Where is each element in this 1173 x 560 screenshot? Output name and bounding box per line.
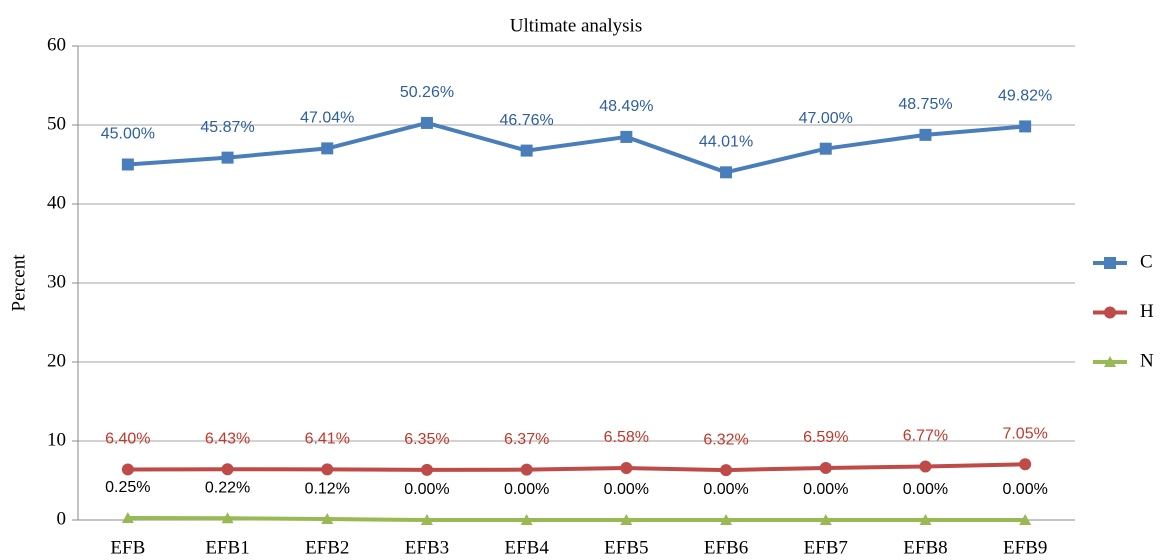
legend-label: C xyxy=(1140,251,1153,272)
y-tick-label: 10 xyxy=(47,429,66,450)
marker xyxy=(121,512,134,524)
series-line xyxy=(127,120,1026,175)
series-line xyxy=(127,516,1026,522)
data-label: 6.35% xyxy=(404,431,449,448)
chart-title: Ultimate analysis xyxy=(510,15,642,36)
data-label: 6.37% xyxy=(504,431,549,448)
data-label: 6.77% xyxy=(903,428,948,445)
data-label: 0.00% xyxy=(504,481,549,498)
x-tick-label: EFB xyxy=(110,537,145,558)
data-label: 46.76% xyxy=(500,112,554,129)
data-label: 47.00% xyxy=(799,110,853,127)
data-label: 0.00% xyxy=(404,481,449,498)
marker xyxy=(321,513,334,525)
data-label: 0.12% xyxy=(305,480,350,497)
data-label: 0.00% xyxy=(903,481,948,498)
data-label: 0.00% xyxy=(803,481,848,498)
data-label: 48.75% xyxy=(898,96,952,113)
legend-marker xyxy=(1104,356,1116,367)
y-tick-label: 50 xyxy=(47,113,66,134)
x-tick-label: EFB6 xyxy=(704,537,748,558)
marker xyxy=(919,514,932,525)
y-tick-label: 20 xyxy=(47,350,66,371)
legend-marker xyxy=(1104,306,1116,319)
marker xyxy=(819,142,832,155)
marker xyxy=(321,463,334,476)
marker xyxy=(919,460,932,473)
marker xyxy=(520,514,533,525)
marker xyxy=(620,130,633,143)
data-label: 0.00% xyxy=(604,481,649,498)
data-label: 0.22% xyxy=(205,479,250,496)
marker xyxy=(520,463,533,476)
data-label: 50.26% xyxy=(400,84,454,101)
marker xyxy=(1019,120,1032,133)
x-tick-label: EFB4 xyxy=(504,537,549,558)
marker xyxy=(221,512,234,524)
data-label: 49.82% xyxy=(998,88,1052,105)
series-line xyxy=(127,462,1026,473)
marker xyxy=(321,142,334,155)
legend-marker xyxy=(1104,257,1116,269)
x-tick-label: EFB9 xyxy=(1003,537,1047,558)
marker xyxy=(720,464,733,477)
data-label: 6.40% xyxy=(105,431,150,448)
data-label: 6.41% xyxy=(305,431,350,448)
data-label: 0.00% xyxy=(703,481,748,498)
x-tick-label: EFB5 xyxy=(604,537,648,558)
marker xyxy=(121,463,134,476)
data-label: 48.49% xyxy=(599,98,653,115)
data-label: 47.04% xyxy=(300,110,354,127)
data-label: 45.87% xyxy=(200,119,254,136)
marker xyxy=(221,463,234,476)
x-tick-label: EFB2 xyxy=(305,537,349,558)
marker xyxy=(620,514,633,525)
marker xyxy=(720,166,733,179)
marker xyxy=(121,158,134,171)
y-tick-label: 0 xyxy=(57,508,67,529)
legend-label: H xyxy=(1140,301,1154,322)
marker xyxy=(1019,458,1032,471)
marker xyxy=(221,151,234,164)
x-tick-label: EFB3 xyxy=(405,537,449,558)
data-label: 6.58% xyxy=(604,429,649,446)
marker xyxy=(819,461,832,474)
data-label: 0.00% xyxy=(1002,481,1047,498)
marker xyxy=(720,514,733,525)
marker xyxy=(420,463,433,476)
marker xyxy=(620,462,633,475)
marker xyxy=(420,116,433,129)
x-tick-label: EFB1 xyxy=(205,537,249,558)
x-tick-label: EFB7 xyxy=(804,537,848,558)
marker xyxy=(919,128,932,141)
marker xyxy=(819,514,832,525)
marker xyxy=(520,144,533,157)
data-label: 44.01% xyxy=(699,134,753,151)
y-axis-label: Percent xyxy=(8,254,29,312)
marker xyxy=(1019,514,1032,525)
data-label: 6.43% xyxy=(205,430,250,447)
data-label: 6.32% xyxy=(703,431,748,448)
data-label: 45.00% xyxy=(101,126,155,143)
y-tick-label: 40 xyxy=(47,192,66,213)
y-tick-label: 30 xyxy=(47,271,66,292)
y-tick-label: 60 xyxy=(47,34,66,55)
legend-label: N xyxy=(1140,350,1154,371)
x-tick-label: EFB8 xyxy=(903,537,947,558)
marker xyxy=(420,514,433,525)
data-label: 7.05% xyxy=(1002,426,1047,443)
data-label: 6.59% xyxy=(803,429,848,446)
data-label: 0.25% xyxy=(105,479,150,496)
